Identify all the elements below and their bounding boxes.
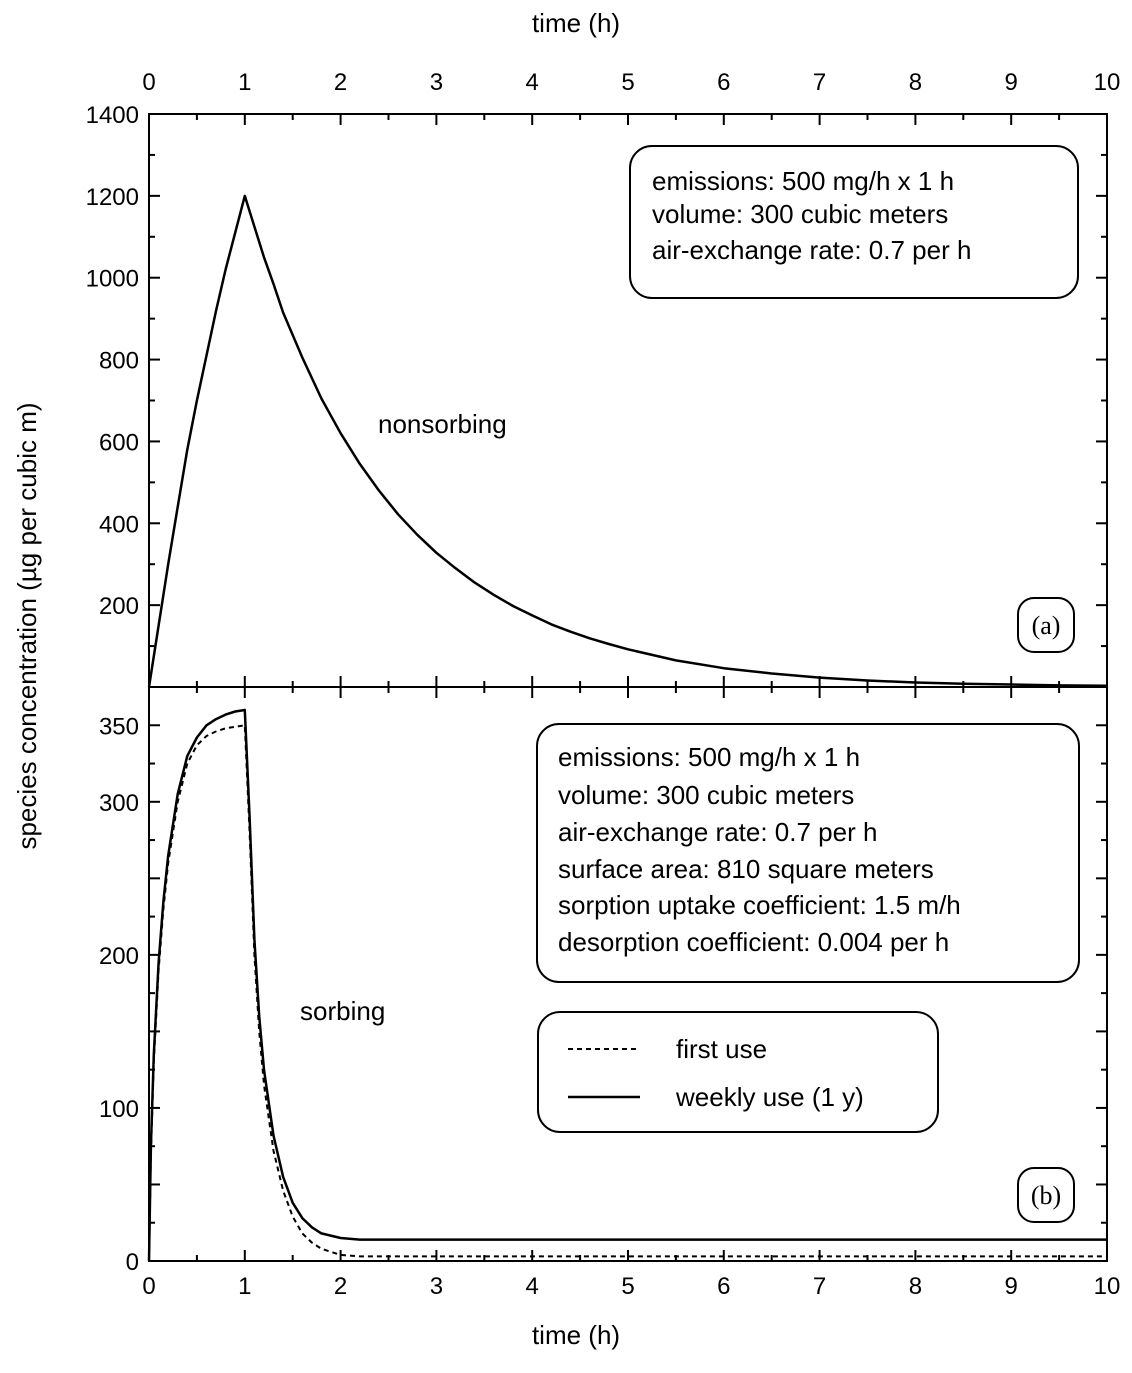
nonsorbing-label: nonsorbing	[378, 409, 507, 439]
bottom-y-tick-label: 100	[99, 1096, 139, 1123]
panel-tag-a-frame	[1017, 597, 1075, 653]
top-info-line: air-exchange rate: 0.7 per h	[652, 235, 971, 265]
bottom-info-line: sorption uptake coefficient: 1.5 m/h	[558, 890, 961, 920]
legend-label-first-use: first use	[676, 1034, 767, 1064]
series-layer	[147, 194, 1108, 1262]
top-x-tick-label: 4	[526, 69, 539, 96]
legend: first use weekly use (1 y)	[537, 1011, 939, 1133]
top-y-tick-label: 800	[99, 348, 139, 375]
bottom-y-tick-label: 350	[99, 713, 139, 740]
top-x-tick-label: 2	[334, 69, 347, 96]
bottom-x-tick-label: 7	[813, 1273, 826, 1300]
top-x-tick-label: 0	[142, 69, 155, 96]
top-info-box-frame	[629, 145, 1079, 299]
bottom-x-tick-label: 0	[142, 1273, 155, 1300]
top-info-line: emissions: 500 mg/h x 1 h	[652, 166, 954, 196]
top-x-tick-label: 5	[621, 69, 634, 96]
top-y-tick-label: 1000	[86, 266, 139, 293]
top-info-line: volume: 300 cubic meters	[652, 199, 948, 229]
bottom-y-tick-label: 0	[126, 1249, 139, 1276]
bottom-x-tick-label: 2	[334, 1273, 347, 1300]
top-x-axis-title: time (h)	[532, 8, 620, 38]
top-x-tick-label: 1	[238, 69, 251, 96]
bottom-x-tick-label: 1	[238, 1273, 251, 1300]
bottom-series-weekly-use-line	[147, 708, 1107, 1262]
top-x-tick-label: 6	[717, 69, 730, 96]
top-x-tick-label: 7	[813, 69, 826, 96]
legend-label-weekly-use: weekly use (1 y)	[675, 1082, 864, 1112]
legend-frame	[537, 1011, 939, 1133]
bottom-x-axis-title: time (h)	[532, 1320, 620, 1350]
bottom-x-tick-label: 4	[526, 1273, 539, 1300]
top-x-tick-label: 10	[1094, 69, 1121, 96]
panel-tag-b: (b)	[1017, 1167, 1075, 1223]
y-axis-title: species concentration (µg per cubic m)	[12, 402, 42, 849]
bottom-x-tick-label: 8	[909, 1273, 922, 1300]
top-y-tick-label: 1400	[86, 102, 139, 129]
top-x-tick-label: 3	[430, 69, 443, 96]
sorbing-label: sorbing	[300, 996, 385, 1026]
bottom-x-tick-label: 5	[621, 1273, 634, 1300]
top-info-box: emissions: 500 mg/h x 1 h volume: 300 cu…	[629, 145, 1079, 299]
bottom-info-line: volume: 300 cubic meters	[558, 780, 854, 810]
panel-tag-a: (a)	[1017, 597, 1075, 653]
bottom-info-line: desorption coefficient: 0.004 per h	[558, 927, 949, 957]
top-y-tick-label: 1200	[86, 184, 139, 211]
bottom-x-tick-label: 6	[717, 1273, 730, 1300]
bottom-info-line: emissions: 500 mg/h x 1 h	[558, 742, 860, 772]
bottom-info-line: surface area: 810 square meters	[558, 854, 934, 884]
top-x-tick-label: 9	[1005, 69, 1018, 96]
bottom-info-box: emissions: 500 mg/h x 1 h volume: 300 cu…	[536, 723, 1080, 983]
panel-tag-a-text: (a)	[1032, 611, 1061, 640]
panel-tag-b-text: (b)	[1031, 1181, 1061, 1210]
top-y-tick-label: 200	[99, 593, 139, 620]
bottom-y-tick-label: 200	[99, 943, 139, 970]
bottom-info-box-frame	[536, 723, 1080, 983]
panel-tag-b-frame	[1017, 1167, 1075, 1223]
top-x-tick-label: 8	[909, 69, 922, 96]
top-y-tick-label: 600	[99, 429, 139, 456]
top-series-nonsorbing-line	[147, 194, 1108, 688]
bottom-x-tick-label: 3	[430, 1273, 443, 1300]
top-y-tick-label: 400	[99, 511, 139, 538]
bottom-x-tick-label: 9	[1005, 1273, 1018, 1300]
bottom-y-tick-label: 300	[99, 790, 139, 817]
bottom-x-tick-label: 10	[1094, 1273, 1121, 1300]
bottom-info-line: air-exchange rate: 0.7 per h	[558, 817, 877, 847]
